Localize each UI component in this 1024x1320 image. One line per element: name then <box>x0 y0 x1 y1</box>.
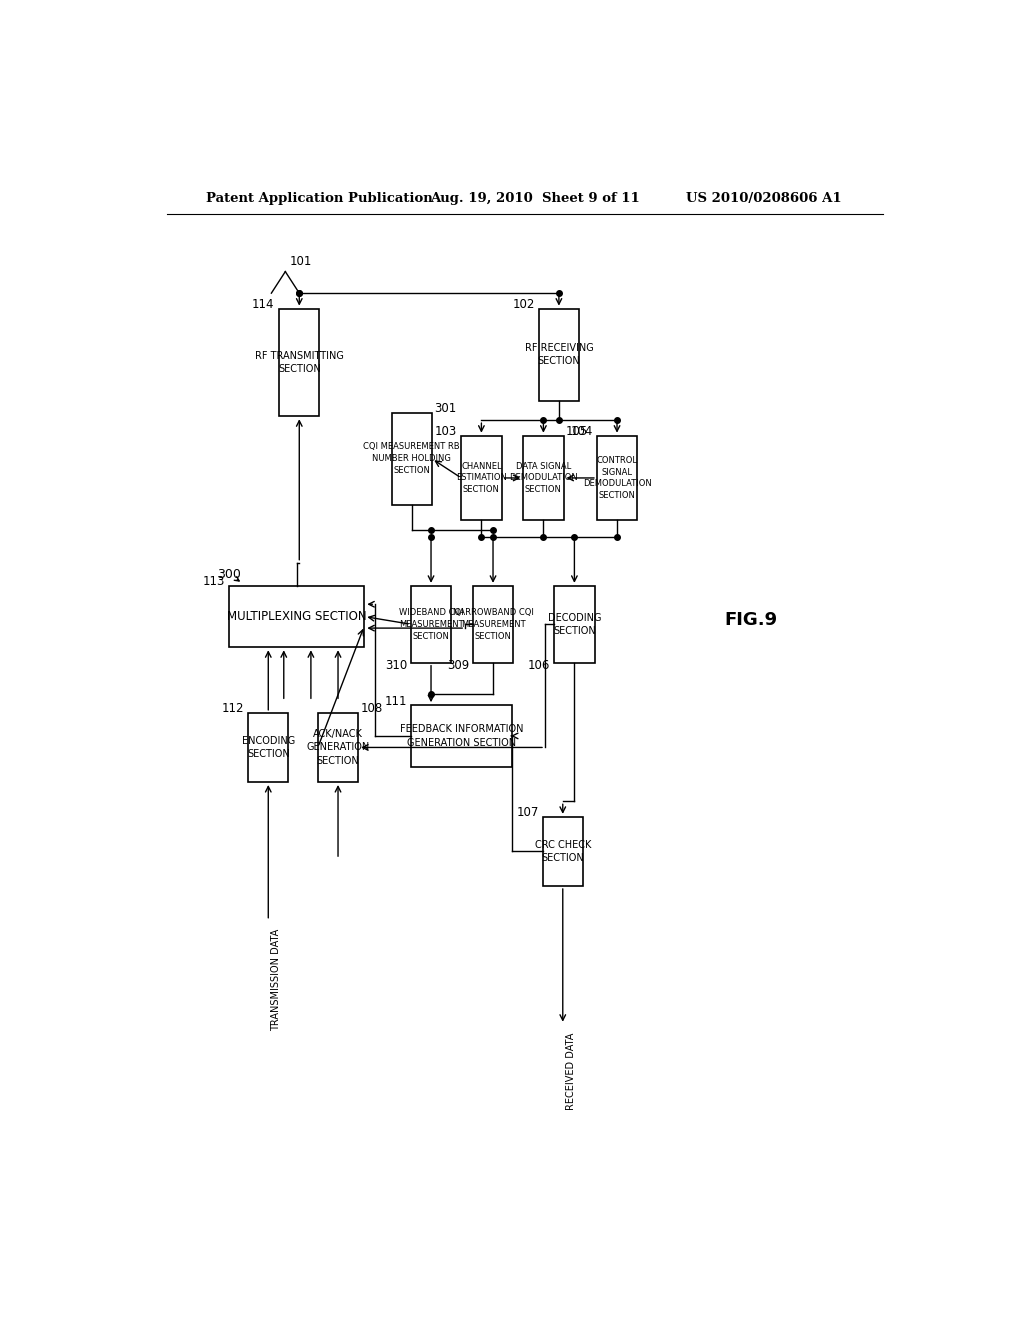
FancyBboxPatch shape <box>228 586 365 647</box>
Text: CHANNEL
ESTIMATION
SECTION: CHANNEL ESTIMATION SECTION <box>456 462 507 494</box>
Text: Patent Application Publication: Patent Application Publication <box>206 191 432 205</box>
Text: RF TRANSMITTING
SECTION: RF TRANSMITTING SECTION <box>255 351 344 374</box>
Text: 301: 301 <box>434 403 457 416</box>
Text: 103: 103 <box>435 425 458 438</box>
Text: 111: 111 <box>384 694 407 708</box>
Text: FEEDBACK INFORMATION
GENERATION SECTION: FEEDBACK INFORMATION GENERATION SECTION <box>399 725 523 747</box>
FancyBboxPatch shape <box>248 713 289 781</box>
Text: ENCODING
SECTION: ENCODING SECTION <box>242 735 295 759</box>
FancyBboxPatch shape <box>597 436 637 520</box>
Text: ACK/NACK
GENERATION
SECTION: ACK/NACK GENERATION SECTION <box>306 729 370 766</box>
FancyBboxPatch shape <box>411 705 512 767</box>
Text: US 2010/0208606 A1: US 2010/0208606 A1 <box>686 191 842 205</box>
Text: CQI MEASUREMENT RB
NUMBER HOLDING
SECTION: CQI MEASUREMENT RB NUMBER HOLDING SECTIO… <box>364 442 460 475</box>
Text: TRANSMISSION DATA: TRANSMISSION DATA <box>271 928 282 1031</box>
Text: 114: 114 <box>251 298 273 312</box>
FancyBboxPatch shape <box>317 713 358 781</box>
Text: 101: 101 <box>289 255 311 268</box>
FancyBboxPatch shape <box>539 309 579 401</box>
Text: 113: 113 <box>203 576 225 589</box>
Text: 112: 112 <box>222 702 245 715</box>
FancyBboxPatch shape <box>554 586 595 663</box>
Text: 107: 107 <box>516 807 539 820</box>
Text: 108: 108 <box>360 702 383 715</box>
Text: CRC CHECK
SECTION: CRC CHECK SECTION <box>535 840 591 863</box>
Text: 310: 310 <box>385 659 407 672</box>
Text: RF RECEIVING
SECTION: RF RECEIVING SECTION <box>524 343 593 367</box>
Text: WIDEBAND CQI
MEASUREMENT
SECTION: WIDEBAND CQI MEASUREMENT SECTION <box>398 609 463 640</box>
Text: DECODING
SECTION: DECODING SECTION <box>548 612 601 636</box>
FancyBboxPatch shape <box>411 586 452 663</box>
FancyBboxPatch shape <box>280 309 319 416</box>
Text: MULTIPLEXING SECTION: MULTIPLEXING SECTION <box>226 610 367 623</box>
FancyBboxPatch shape <box>391 412 432 506</box>
Text: 105: 105 <box>566 425 588 438</box>
Text: 300: 300 <box>217 568 241 581</box>
Text: NARROWBAND CQI
MEASUREMENT
SECTION: NARROWBAND CQI MEASUREMENT SECTION <box>453 609 534 640</box>
Text: Aug. 19, 2010  Sheet 9 of 11: Aug. 19, 2010 Sheet 9 of 11 <box>430 191 640 205</box>
FancyBboxPatch shape <box>473 586 513 663</box>
Text: 102: 102 <box>512 298 535 312</box>
FancyBboxPatch shape <box>543 817 583 886</box>
Text: 104: 104 <box>570 425 593 438</box>
Text: 106: 106 <box>528 659 550 672</box>
Text: CONTROL
SIGNAL
DEMODULATION
SECTION: CONTROL SIGNAL DEMODULATION SECTION <box>583 455 651 500</box>
FancyBboxPatch shape <box>523 436 563 520</box>
Text: FIG.9: FIG.9 <box>725 611 778 630</box>
FancyBboxPatch shape <box>461 436 502 520</box>
Text: 309: 309 <box>446 659 469 672</box>
Text: RECEIVED DATA: RECEIVED DATA <box>566 1032 575 1110</box>
Text: DATA SIGNAL
DEMODULATION
SECTION: DATA SIGNAL DEMODULATION SECTION <box>509 462 578 494</box>
